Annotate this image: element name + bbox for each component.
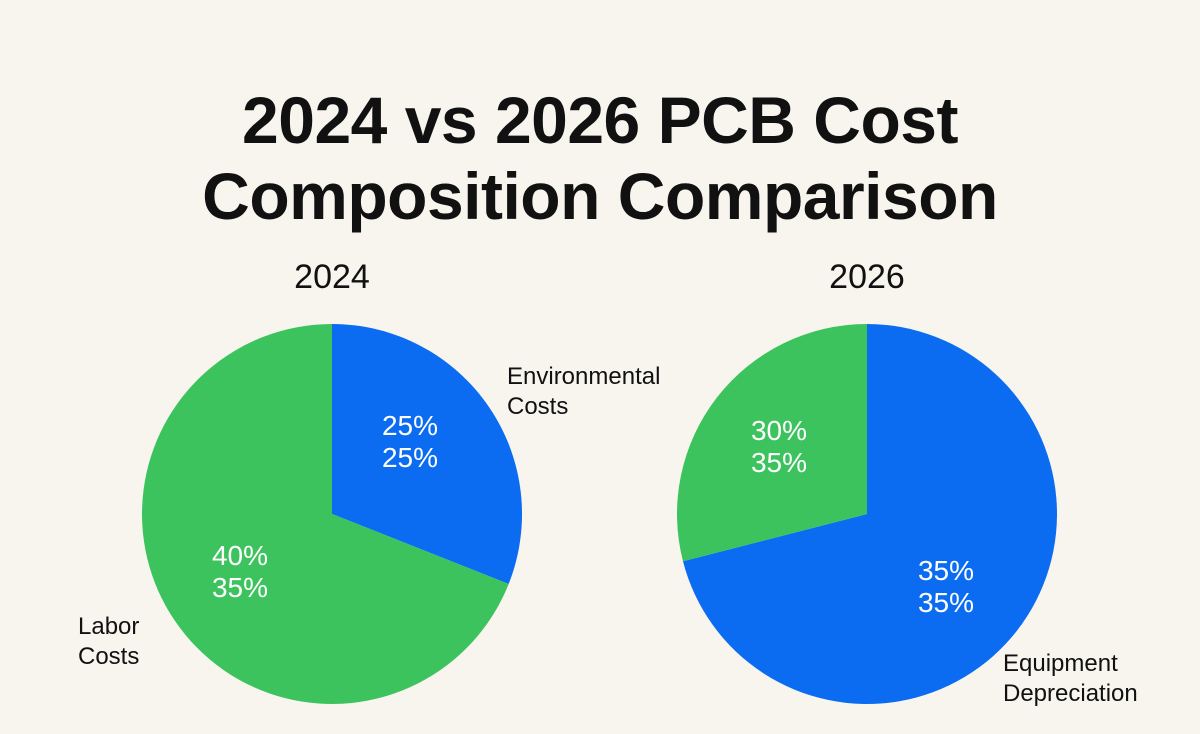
chart-title: 2024 vs 2026 PCB Cost Composition Compar…	[0, 82, 1200, 234]
pie-2024-subtitle: 2024	[294, 258, 370, 296]
pie-2024-data-label-environmental-costs: 25%	[382, 410, 438, 441]
pie-2026-data-label-environmental-costs: 30%	[751, 415, 807, 446]
pie-2024-data-label-labor-costs: 40%	[212, 540, 268, 571]
chart-title-line-2: Composition Comparison	[202, 159, 998, 233]
pie-2024-category-label-labor-costs: Labor	[78, 613, 139, 640]
pie-2026-category-label-equipment-depreciation: Depreciation	[1003, 680, 1138, 707]
pie-2024: 25%25% Environmental Costs 40%35% Labor Costs	[78, 324, 660, 705]
pie-2026-subtitle: 2026	[829, 258, 905, 296]
pie-2026-data-label-equipment-depreciation: 35%	[918, 555, 974, 586]
pie-2026-data-label-equipment-depreciation: 35%	[918, 587, 974, 618]
pie-2024-category-label-environmental-costs: Environmental	[507, 363, 660, 390]
pie-2026-slice-environmental-costs	[676, 324, 867, 562]
pie-2026-data-label-environmental-costs: 35%	[751, 447, 807, 478]
pie-2026-slice-equipment-depreciation	[682, 324, 1057, 704]
pie-2024-category-label-labor-costs: Costs	[78, 643, 139, 670]
pie-2024-data-label-labor-costs: 35%	[212, 572, 268, 603]
pie-2024-slice-environmental-costs	[332, 324, 522, 584]
chart-title-line-1: 2024 vs 2026 PCB Cost	[242, 83, 958, 157]
pie-2026-category-label-equipment-depreciation: Equipment	[1003, 650, 1118, 677]
pie-2024-data-label-environmental-costs: 25%	[382, 442, 438, 473]
pie-2024-category-label-environmental-costs: Costs	[507, 393, 568, 420]
pie-2024-slice-labor-costs	[142, 324, 509, 705]
